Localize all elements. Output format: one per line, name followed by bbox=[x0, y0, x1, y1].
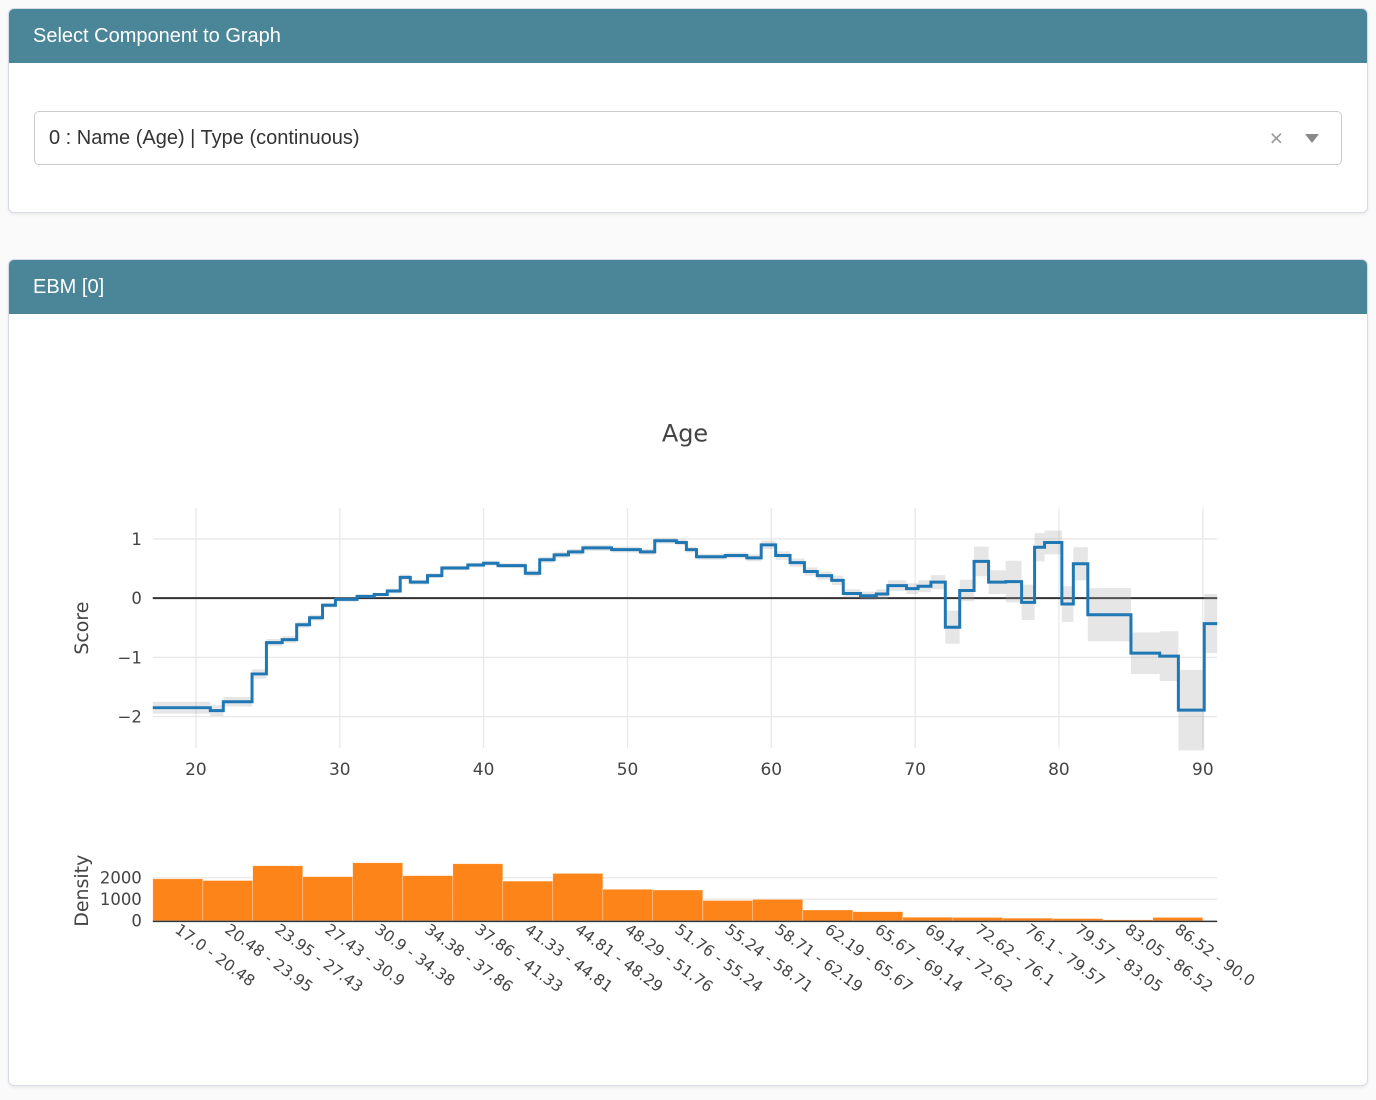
density-bar[interactable] bbox=[402, 875, 454, 921]
y-tick-label: −1 bbox=[118, 648, 142, 667]
density-bar[interactable] bbox=[552, 873, 604, 921]
density-bar[interactable] bbox=[702, 900, 754, 921]
score-step-line[interactable] bbox=[152, 539, 1218, 713]
select-component-header: Select Component to Graph bbox=[9, 9, 1367, 63]
x-tick-label: 30 bbox=[329, 760, 351, 780]
component-select-value: 0 : Name (Age) | Type (continuous) bbox=[49, 126, 360, 149]
x-tick-label: 20 bbox=[185, 760, 207, 780]
clear-icon[interactable]: × bbox=[1269, 124, 1283, 151]
x-tick-label: 60 bbox=[760, 760, 782, 780]
error-band bbox=[152, 530, 1218, 751]
x-tick-label: 40 bbox=[473, 760, 495, 780]
x-tick-label: 90 bbox=[1192, 760, 1214, 780]
density-bar[interactable] bbox=[502, 880, 554, 921]
caret-down-icon[interactable] bbox=[1305, 133, 1319, 143]
component-select-icons: × bbox=[1269, 124, 1319, 151]
y-tick-label: 0 bbox=[131, 589, 141, 608]
density-bar[interactable] bbox=[1052, 918, 1104, 921]
density-tick-label: 1000 bbox=[100, 890, 142, 909]
density-bar[interactable] bbox=[652, 889, 704, 921]
density-bar[interactable] bbox=[752, 899, 804, 921]
ebm-card-header: EBM [0] bbox=[9, 260, 1367, 314]
density-bar[interactable] bbox=[352, 862, 404, 921]
density-tick-label: 2000 bbox=[100, 869, 142, 888]
density-bar[interactable] bbox=[802, 909, 854, 922]
x-tick-label: 80 bbox=[1048, 760, 1070, 780]
ebm-card: EBM [0] Age 1 0 −1 −2 20 30 40 50 60 70 80 90 Score 0 1… bbox=[8, 259, 1368, 1086]
density-bar[interactable] bbox=[1002, 917, 1054, 921]
ebm-chart-body: Age 1 0 −1 −2 20 30 40 50 60 70 80 90 Score 0 1000 2000 D… bbox=[9, 314, 1367, 1085]
x-tick-label: 50 bbox=[617, 760, 639, 780]
y-tick-label: 1 bbox=[131, 530, 141, 549]
density-bar[interactable] bbox=[902, 916, 954, 921]
x-tick-label: 70 bbox=[904, 760, 926, 780]
select-component-body: 0 : Name (Age) | Type (continuous) × bbox=[9, 63, 1367, 212]
ebm-card-title: EBM [0] bbox=[33, 276, 105, 298]
select-component-card: Select Component to Graph 0 : Name (Age)… bbox=[8, 8, 1368, 213]
density-bar[interactable] bbox=[152, 878, 204, 921]
density-bar[interactable] bbox=[852, 911, 904, 921]
density-bar[interactable] bbox=[452, 863, 504, 921]
component-select[interactable]: 0 : Name (Age) | Type (continuous) × bbox=[34, 111, 1342, 165]
select-component-title: Select Component to Graph bbox=[33, 25, 281, 47]
density-axis-title: Density bbox=[71, 855, 93, 927]
density-bar[interactable] bbox=[302, 876, 353, 921]
density-bar[interactable] bbox=[202, 880, 254, 921]
y-tick-label: −2 bbox=[118, 708, 142, 727]
density-bar[interactable] bbox=[1152, 917, 1204, 921]
score-axis-title: Score bbox=[71, 602, 93, 655]
density-tick-label: 0 bbox=[131, 912, 141, 931]
density-bar[interactable] bbox=[602, 889, 654, 921]
chart-title: Age bbox=[662, 419, 708, 447]
density-bar[interactable] bbox=[252, 865, 304, 921]
density-bar[interactable] bbox=[952, 917, 1004, 921]
ebm-age-chart[interactable]: Age 1 0 −1 −2 20 30 40 50 60 70 80 90 Score 0 1000 2000 D… bbox=[9, 314, 1365, 1085]
